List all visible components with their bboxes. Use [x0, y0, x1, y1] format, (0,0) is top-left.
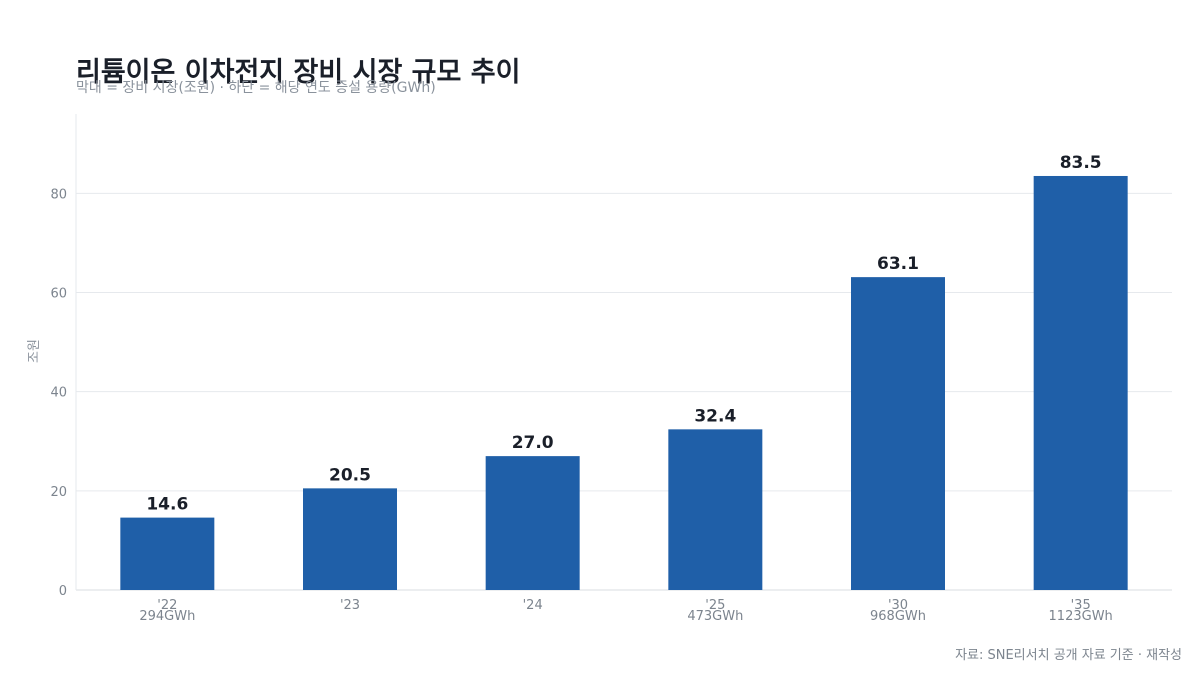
bar-3 — [668, 429, 763, 590]
x-tick-label: '25 — [705, 598, 725, 613]
capacity-label: 473GWh — [687, 609, 743, 624]
y-axis-label: 조원 — [27, 339, 42, 363]
grid-lines — [76, 192, 1172, 591]
x-tick-label: '23 — [340, 598, 360, 613]
y-tick-label: 60 — [50, 287, 67, 302]
x-tick-label: '30 — [888, 598, 908, 613]
bar-0 — [120, 517, 215, 590]
value-label: 27.0 — [512, 433, 554, 453]
value-label: 20.5 — [329, 465, 371, 485]
x-tick-label: '22 — [157, 598, 177, 613]
value-label: 83.5 — [1060, 153, 1102, 173]
bar-1 — [303, 488, 397, 590]
y-tick-label: 40 — [50, 386, 67, 401]
chart-title: 리튬이온 이차전지 장비 시장 규모 추이 — [76, 57, 521, 88]
chart-subtitle: 막대 = 장비 시장(조원) · 하단 = 해당 연도 증설 용량(GWh) — [76, 80, 436, 96]
x-tick-label: '24 — [523, 598, 543, 613]
value-label: 32.4 — [694, 406, 736, 426]
source-note: 자료: SNE리서치 공개 자료 기준 · 재작성 — [955, 648, 1182, 663]
capacity-label: 294GWh — [139, 609, 195, 624]
bar-5 — [1033, 175, 1128, 590]
y-tick-label: 0 — [59, 584, 67, 599]
x-tick-label: '35 — [1071, 598, 1091, 613]
bars — [120, 175, 1128, 590]
bar-4 — [851, 277, 945, 590]
y-tick-label: 80 — [50, 187, 67, 202]
value-label: 14.6 — [146, 495, 188, 515]
capacity-label: 968GWh — [870, 609, 926, 624]
y-tick-label: 20 — [50, 485, 67, 500]
value-label: 63.1 — [877, 254, 919, 274]
capacity-label: 1123GWh — [1049, 609, 1113, 624]
bar-2 — [485, 456, 580, 590]
